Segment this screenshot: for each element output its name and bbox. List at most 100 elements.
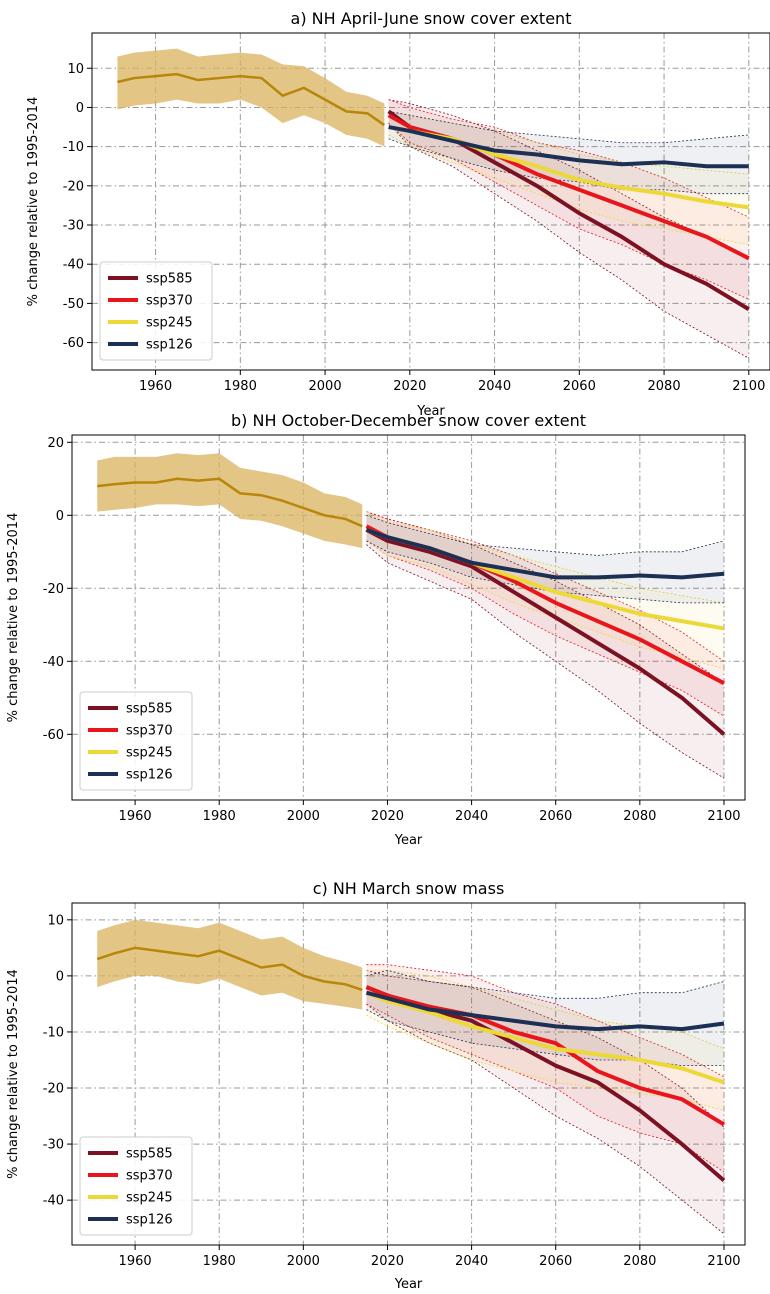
plot-area [117, 48, 750, 359]
ssp245-lower-bound [388, 134, 749, 245]
x-tick-label: 2020 [393, 379, 426, 394]
y-tick-label: 0 [56, 969, 64, 984]
x-tick-label: 2080 [623, 1254, 656, 1269]
x-tick-label: 2040 [455, 809, 488, 824]
ssp245-legend-label: ssp245 [126, 746, 173, 761]
chart-title: a) NH April-June snow cover extent [291, 9, 572, 28]
historical-line [117, 72, 386, 127]
chart-panel-a: a) NH April-June snow cover extent 1960 19… [26, 9, 770, 419]
x-tick-label: 2000 [287, 1254, 320, 1269]
x-tick-label: 2100 [707, 809, 740, 824]
x-tick-label: 2100 [732, 379, 765, 394]
ssp126-legend-label: ssp126 [146, 338, 193, 353]
chart-title: b) NH October-December snow cover extent [231, 411, 586, 430]
ssp370-legend-label: ssp370 [146, 294, 193, 309]
x-axis-label: Year [394, 1277, 423, 1292]
y-tick-label: -40 [63, 258, 84, 273]
y-tick-label: -20 [63, 179, 84, 194]
ssp126-legend-label: ssp126 [126, 1213, 173, 1228]
historical-line [96, 946, 363, 992]
y-tick-label: -20 [43, 1082, 64, 1097]
y-axis-label: % change relative to 1995-2014 [6, 969, 21, 1179]
ssp245-legend-label: ssp245 [146, 316, 193, 331]
ssp126-upper-bound [366, 514, 725, 556]
ssp370-upper-bound [366, 511, 725, 662]
historical-line [97, 477, 363, 528]
ssp245-legend-label: ssp245 [126, 1191, 173, 1206]
y-tick-label: 10 [67, 62, 84, 77]
x-tick-label: 2040 [478, 379, 511, 394]
y-tick-label: -60 [63, 336, 84, 351]
y-tick-label: -20 [43, 582, 64, 597]
x-tick-label: 2060 [563, 379, 596, 394]
ssp126-lower-bound [366, 540, 724, 604]
x-tick-label: 2020 [371, 1254, 404, 1269]
y-tick-label: -10 [43, 1025, 64, 1040]
historical-range-band [117, 48, 385, 147]
y-tick-label: 0 [56, 509, 64, 524]
chart-title: c) NH March snow mass [313, 879, 505, 898]
legend: ssp585 ssp370 ssp245 ssp126 [99, 261, 213, 361]
x-tick-label: 2060 [539, 809, 572, 824]
x-tick-label: 2020 [371, 809, 404, 824]
x-tick-label: 1980 [224, 379, 257, 394]
plot-frame [71, 902, 746, 1246]
ssp126-line [365, 528, 725, 580]
legend-box [79, 691, 193, 791]
plot-frame [71, 434, 746, 801]
x-axis-label: Year [416, 404, 445, 419]
ssp585-legend-label: ssp585 [126, 702, 173, 717]
y-tick-label: -40 [43, 1194, 64, 1209]
x-tick-label: 1980 [203, 1254, 236, 1269]
ssp126-legend-label: ssp126 [126, 768, 173, 783]
legend-box [99, 261, 213, 361]
y-tick-label: -50 [63, 297, 84, 312]
ssp585-legend-label: ssp585 [146, 272, 193, 287]
ssp126-range-band [366, 970, 724, 1066]
x-tick-label: 1960 [139, 379, 172, 394]
ssp126-line [365, 990, 725, 1032]
plot-frame [91, 32, 770, 371]
historical-range-band [97, 453, 363, 549]
y-tick-label: 20 [47, 436, 64, 451]
y-axis-label: % change relative to 1995-2014 [26, 97, 41, 307]
x-axis-label: Year [394, 833, 423, 848]
x-tick-label: 2040 [455, 1254, 488, 1269]
ssp370-legend-label: ssp370 [126, 724, 173, 739]
y-tick-label: -40 [43, 655, 64, 670]
y-tick-label: -10 [63, 140, 84, 155]
x-tick-label: 2000 [287, 809, 320, 824]
y-tick-label: 10 [47, 913, 64, 928]
ssp585-lower-bound [388, 122, 750, 359]
ssp370-lower-bound [366, 540, 725, 717]
y-tick-label: -30 [43, 1138, 64, 1153]
y-tick-label: 0 [76, 101, 84, 116]
ssp126-lower-bound [388, 138, 749, 195]
ssp585-range-band [366, 970, 724, 1234]
ssp585-range-band [366, 511, 724, 779]
x-tick-label: 2100 [707, 1254, 740, 1269]
ssp370-lower-bound [366, 1003, 725, 1173]
ssp585-legend-label: ssp585 [126, 1147, 173, 1162]
x-tick-label: 1980 [203, 809, 236, 824]
x-tick-label: 2000 [309, 379, 342, 394]
y-axis-label: % change relative to 1995-2014 [6, 513, 21, 723]
x-tick-label: 1960 [119, 809, 152, 824]
ssp126-line [388, 125, 749, 169]
y-tick-label: -30 [63, 219, 84, 234]
ssp370-legend-label: ssp370 [126, 1169, 173, 1184]
plot-area [97, 453, 726, 779]
ssp245-upper-bound [366, 511, 725, 604]
ssp245-upper-bound [388, 110, 749, 175]
legend: ssp585 ssp370 ssp245 ssp126 [79, 1136, 193, 1236]
x-tick-label: 2080 [623, 809, 656, 824]
legend: ssp585 ssp370 ssp245 ssp126 [79, 691, 193, 791]
chart-panel-b: b) NH October-December snow cover extent… [6, 411, 746, 848]
ssp126-range-band [388, 111, 749, 194]
ssp585-line [365, 528, 726, 736]
ssp370-line [365, 985, 725, 1127]
ssp245-line [365, 990, 725, 1085]
ssp370-upper-bound [388, 99, 749, 218]
plot-area [96, 919, 726, 1235]
